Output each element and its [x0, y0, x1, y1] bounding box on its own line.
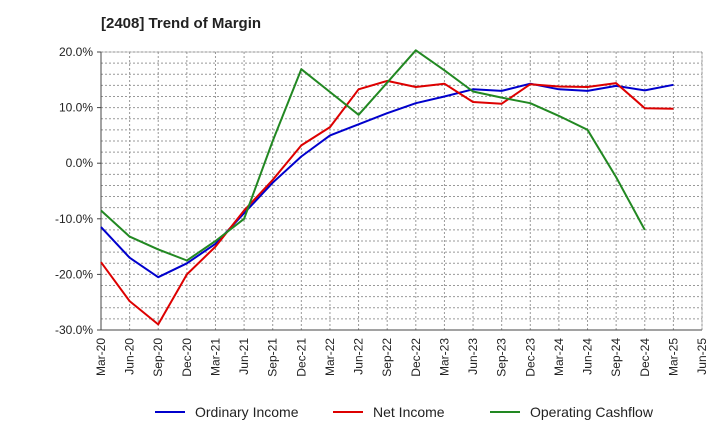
legend-label: Net Income: [373, 404, 445, 420]
x-tick-label: Mar-22: [323, 338, 337, 376]
x-tick-label: Sep-23: [495, 338, 509, 377]
x-tick-label: Sep-20: [151, 338, 165, 377]
x-tick-label: Sep-24: [609, 338, 623, 377]
x-tick-label: Dec-24: [638, 338, 652, 377]
x-tick-label: Dec-23: [523, 338, 537, 377]
x-tick-label: Dec-22: [409, 338, 423, 377]
series-line-net-income: [100, 79, 674, 326]
legend-label: Ordinary Income: [195, 404, 299, 420]
x-tick-label: Mar-23: [437, 338, 451, 376]
x-tick-label: Dec-20: [180, 338, 194, 377]
y-tick-label: -30.0%: [55, 323, 93, 337]
x-tick-label: Jun-20: [123, 338, 137, 375]
legend-label: Operating Cashflow: [530, 404, 653, 420]
y-tick-label: 0.0%: [66, 156, 94, 170]
legend-item: Ordinary Income: [155, 404, 298, 420]
y-tick-label: 20.0%: [59, 45, 93, 59]
legend-swatch: [333, 411, 363, 413]
y-tick-label: -20.0%: [55, 267, 93, 281]
y-tick-label: 10.0%: [59, 101, 93, 115]
chart-title: [2408] Trend of Margin: [101, 15, 262, 32]
series-line-operating-cashflow: [100, 49, 646, 262]
legend-swatch: [155, 411, 185, 413]
x-tick-label: Jun-21: [237, 338, 251, 375]
x-tick-label: Jun-23: [466, 338, 480, 375]
x-tick-label: Mar-21: [208, 338, 222, 376]
x-tick-label: Dec-21: [294, 338, 308, 377]
x-tick-label: Jun-22: [352, 338, 366, 375]
x-tick-label: Mar-20: [94, 338, 108, 376]
x-tick-label: Sep-22: [380, 338, 394, 377]
legend-swatch: [490, 411, 520, 413]
y-tick-label: -10.0%: [55, 212, 93, 226]
x-tick-label: Jun-25: [695, 338, 709, 375]
legend-item: Operating Cashflow: [490, 404, 653, 420]
plot-area: [101, 52, 702, 330]
x-tick-label: Jun-24: [581, 338, 595, 375]
x-tick-label: Sep-21: [266, 338, 280, 377]
series-line-ordinary-income: [100, 82, 674, 279]
legend-item: Net Income: [333, 404, 445, 420]
x-tick-label: Mar-24: [552, 338, 566, 376]
x-tick-label: Mar-25: [666, 338, 680, 376]
chart-legend: Ordinary Income Net Income Operating Cashf…: [0, 404, 720, 428]
